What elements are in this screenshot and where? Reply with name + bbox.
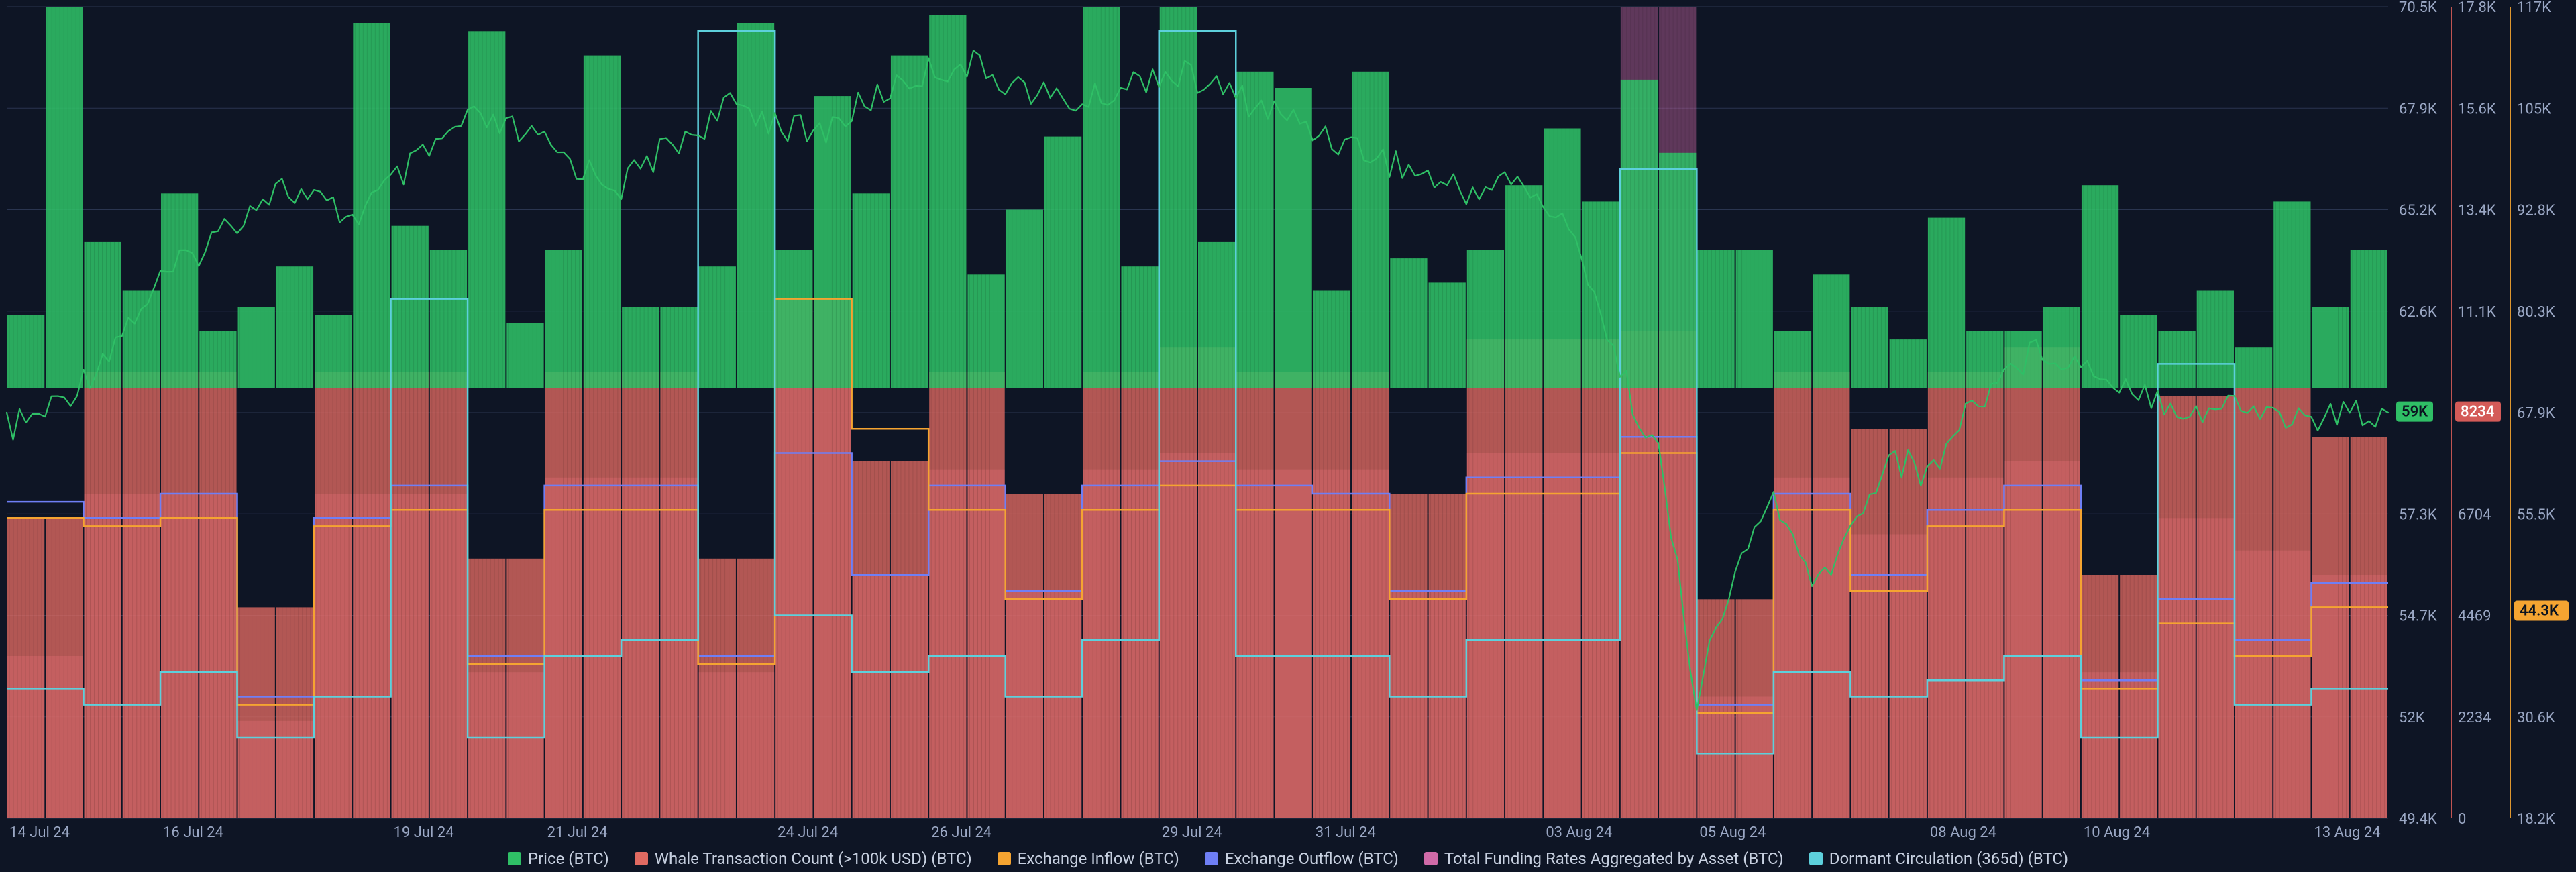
- x-axis-tick-label: 08 Aug 24: [1930, 824, 1996, 841]
- svg-text:8234: 8234: [2461, 404, 2494, 421]
- legend-label: Price (BTC): [528, 849, 609, 868]
- y-axis-tick-label: 17.8K: [2458, 0, 2496, 16]
- legend-item[interactable]: Exchange Outflow (BTC): [1205, 849, 1399, 868]
- legend-swatch: [1424, 852, 1438, 865]
- x-axis-tick-label: 29 Jul 24: [1162, 824, 1222, 841]
- x-axis-tick-label: 05 Aug 24: [1699, 824, 1766, 841]
- x-axis-tick-label: 16 Jul 24: [163, 824, 223, 841]
- y-axis-tick-label: 15.6K: [2458, 101, 2496, 117]
- crypto-multi-axis-chart[interactable]: 14 Jul 24 16 Jul 24 19 Jul 24 21 Jul 24 24 J…: [0, 0, 2576, 872]
- y-axis-tick-label: 54.7K: [2399, 608, 2437, 625]
- y-axis-tick-label: 62.6K: [2399, 304, 2437, 321]
- y-axis-tick-label: 11.1K: [2458, 304, 2496, 321]
- y-axis-tick-label: 80.3K: [2517, 304, 2555, 321]
- y-axis-tick-label: 4469: [2458, 608, 2491, 625]
- legend-item[interactable]: Total Funding Rates Aggregated by Asset …: [1424, 849, 1784, 868]
- y-axis-tick-label: 70.5K: [2399, 0, 2437, 16]
- y-axis-tick-label: 0: [2458, 811, 2466, 828]
- axis-value-badge: 44.3K: [2514, 601, 2569, 621]
- x-axis-tick-label: 21 Jul 24: [547, 824, 608, 841]
- chart-legend: Price (BTC) Whale Transaction Count (>100…: [0, 849, 2576, 868]
- legend-label: Dormant Circulation (365d) (BTC): [1829, 849, 2068, 868]
- legend-label: Whale Transaction Count (>100k USD) (BTC…: [655, 849, 972, 868]
- legend-label: Total Funding Rates Aggregated by Asset …: [1444, 849, 1784, 868]
- legend-swatch: [508, 852, 521, 865]
- svg-text:59K: 59K: [2402, 404, 2428, 421]
- legend-label: Exchange Inflow (BTC): [1018, 849, 1179, 868]
- y-axis-tick-label: 30.6K: [2517, 710, 2555, 726]
- y-axis-tick-label: 117K: [2517, 0, 2551, 16]
- axis-value-badge: 8234: [2455, 402, 2501, 422]
- y-axis-tick-label: 65.2K: [2399, 203, 2437, 219]
- x-axis-tick-label: 14 Jul 24: [9, 824, 70, 841]
- legend-label: Exchange Outflow (BTC): [1225, 849, 1399, 868]
- legend-item[interactable]: Price (BTC): [508, 849, 609, 868]
- axis-value-badge: 59K: [2396, 402, 2433, 422]
- y-axis-tick-label: 49.4K: [2399, 811, 2437, 828]
- legend-swatch: [635, 852, 648, 865]
- y-axis-tick-label: 18.2K: [2517, 811, 2555, 828]
- y-axis-tick-label: 105K: [2517, 101, 2551, 117]
- y-axis-tick-label: 67.9K: [2399, 101, 2437, 117]
- y-axis-tick-label: 13.4K: [2458, 203, 2496, 219]
- y-axis-tick-label: 57.3K: [2399, 506, 2437, 523]
- y-axis-tick-label: 55.5K: [2517, 506, 2555, 523]
- y-axis-tick-label: 2234: [2458, 710, 2491, 726]
- chart-svg[interactable]: 14 Jul 24 16 Jul 24 19 Jul 24 21 Jul 24 24 J…: [0, 0, 2576, 872]
- x-axis-tick-label: 26 Jul 24: [931, 824, 991, 841]
- legend-item[interactable]: Dormant Circulation (365d) (BTC): [1809, 849, 2068, 868]
- legend-swatch: [998, 852, 1011, 865]
- legend-item[interactable]: Exchange Inflow (BTC): [998, 849, 1179, 868]
- x-axis-tick-label: 24 Jul 24: [777, 824, 838, 841]
- x-axis-tick-label: 31 Jul 24: [1316, 824, 1376, 841]
- y-axis-tick-label: 6704: [2458, 506, 2491, 523]
- svg-text:44.3K: 44.3K: [2520, 603, 2559, 620]
- x-axis-tick-label: 03 Aug 24: [1546, 824, 1612, 841]
- y-axis-tick-label: 52K: [2399, 710, 2425, 726]
- legend-swatch: [1809, 852, 1823, 865]
- legend-swatch: [1205, 852, 1218, 865]
- x-axis-tick-label: 19 Jul 24: [394, 824, 454, 841]
- legend-item[interactable]: Whale Transaction Count (>100k USD) (BTC…: [635, 849, 972, 868]
- x-axis-tick-label: 10 Aug 24: [2084, 824, 2150, 841]
- y-axis-tick-label: 92.8K: [2517, 203, 2555, 219]
- y-axis-tick-label: 67.9K: [2517, 405, 2555, 422]
- x-axis-tick-label: 13 Aug 24: [2314, 824, 2380, 841]
